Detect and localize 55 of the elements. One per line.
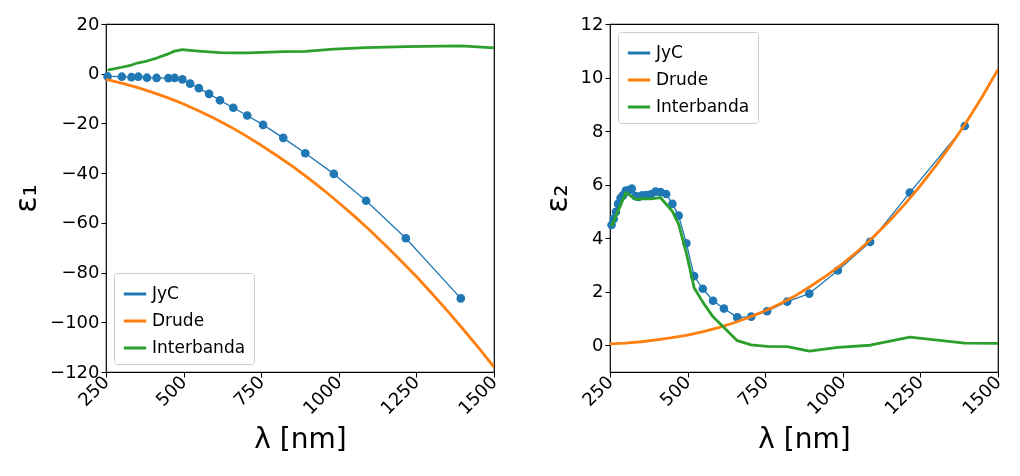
y-tick-label: 8 (592, 119, 604, 141)
legend-label: JyC (151, 283, 179, 303)
y-tick-label: −60 (61, 211, 100, 233)
point (142, 73, 152, 83)
y-tick-label: 6 (592, 173, 604, 195)
line-series (610, 68, 998, 346)
point (215, 95, 225, 105)
x-tick-label: 750 (228, 371, 269, 411)
y-tick-label: 0 (88, 62, 100, 84)
point (278, 133, 288, 143)
point (401, 233, 411, 243)
point (228, 103, 238, 113)
x-axis-title: λ [nm] (758, 422, 851, 456)
legend-label: Drude (152, 310, 205, 330)
point (661, 189, 671, 199)
y-tick-label: −80 (61, 261, 100, 283)
x-tick-label: 500 (655, 371, 695, 411)
point (300, 148, 310, 158)
point (242, 111, 252, 120)
point (117, 72, 127, 82)
legend-label: Drude (656, 69, 709, 89)
point (329, 169, 339, 179)
point (456, 294, 466, 303)
point (719, 304, 729, 313)
y-tick-label: −40 (61, 161, 100, 183)
point (668, 199, 677, 209)
y-tick-label: 12 (580, 12, 604, 34)
point (185, 79, 195, 88)
legend-label: JyC (655, 42, 683, 62)
x-tick-label: 750 (732, 371, 773, 411)
point (194, 83, 204, 93)
point (204, 89, 214, 99)
y-axis-title: ε₁ (8, 184, 44, 213)
legend-label: Interbanda (152, 337, 246, 357)
point (698, 284, 708, 294)
y-tick-label: 20 (76, 12, 100, 34)
y-tick-label: −20 (61, 111, 100, 133)
point (361, 196, 371, 206)
y-axis-title: ε₂ (538, 184, 574, 213)
point (170, 73, 179, 83)
y-tick-label: −100 (50, 310, 100, 332)
x-tick-label: 250 (577, 371, 617, 411)
x-tick-label: 500 (151, 371, 191, 411)
point (133, 72, 143, 82)
y-tick-label: 10 (580, 66, 604, 88)
y-tick-label: 0 (592, 333, 604, 355)
point (152, 73, 161, 83)
y-tick-label: 4 (592, 226, 604, 248)
legend-label: Interbanda (656, 96, 750, 116)
point (178, 75, 187, 84)
x-axis-title: λ [nm] (254, 422, 347, 456)
point (258, 120, 268, 130)
y-tick-label: 2 (592, 280, 604, 302)
point (804, 289, 814, 298)
point (708, 296, 718, 306)
